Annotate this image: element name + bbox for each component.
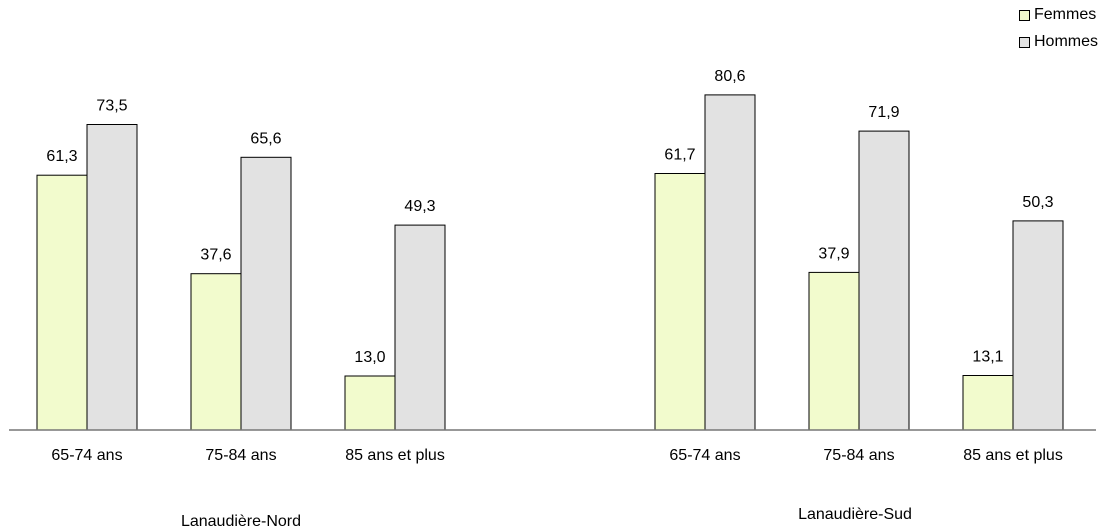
- bar-femmes: [344, 375, 396, 431]
- group-label: Lanaudière-Nord: [181, 513, 301, 529]
- bar-hommes: [86, 124, 138, 431]
- bar-hommes: [858, 130, 910, 431]
- data-label: 13,1: [972, 349, 1003, 366]
- x-tick-label: 65-74 ans: [51, 447, 122, 464]
- x-tick-label: 85 ans et plus: [963, 447, 1063, 464]
- data-label: 37,9: [818, 245, 849, 262]
- x-tick-label: 75-84 ans: [823, 447, 894, 464]
- legend-item-hommes: Hommes: [1018, 30, 1098, 54]
- bar-hommes: [240, 156, 292, 431]
- bar-femmes: [808, 271, 860, 431]
- bar-femmes: [190, 273, 242, 431]
- data-label: 73,5: [96, 98, 127, 115]
- legend-item-femmes: Femmes: [1018, 3, 1098, 27]
- data-label: 61,7: [664, 147, 695, 164]
- data-label: 80,6: [714, 68, 745, 85]
- data-label: 37,6: [200, 247, 231, 264]
- data-label: 61,3: [46, 148, 77, 165]
- group-label: Lanaudière-Sud: [798, 506, 912, 523]
- data-label: 71,9: [868, 104, 899, 121]
- legend-swatch-hommes: [1018, 36, 1030, 48]
- bar-hommes: [394, 224, 446, 431]
- data-label: 49,3: [404, 198, 435, 215]
- x-tick-label: 75-84 ans: [205, 447, 276, 464]
- legend-label-femmes: Femmes: [1033, 6, 1097, 23]
- data-label: 65,6: [250, 130, 281, 147]
- bar-femmes: [962, 375, 1014, 431]
- legend-label-hommes: Hommes: [1033, 33, 1098, 50]
- data-label: 13,0: [354, 349, 385, 366]
- x-tick-label: 65-74 ans: [669, 447, 740, 464]
- data-label: 50,3: [1022, 194, 1053, 211]
- bar-hommes: [1012, 220, 1064, 431]
- bar-hommes: [704, 94, 756, 431]
- bar-femmes: [36, 174, 88, 431]
- legend: Femmes Hommes: [1018, 0, 1098, 54]
- bar-femmes: [654, 173, 706, 431]
- legend-swatch-femmes: [1018, 9, 1030, 21]
- x-tick-label: 85 ans et plus: [345, 447, 445, 464]
